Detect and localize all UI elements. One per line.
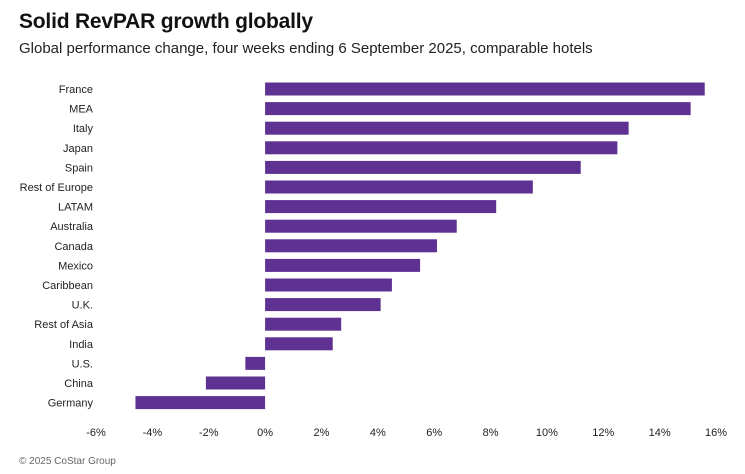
x-tick-label: 8% [483, 427, 499, 439]
x-tick-label: 14% [649, 427, 671, 439]
bar-u-s [245, 356, 266, 370]
category-label-rest-of-europe: Rest of Europe [20, 182, 93, 194]
chart-subtitle: Global performance change, four weeks en… [19, 40, 593, 57]
x-axis-tick-labels: -6% -4% -2% 0% 2% 4% 6% 8% 10% 12% 14% 16% [86, 427, 727, 439]
category-label-france: France [59, 84, 93, 96]
x-tick-label: 10% [536, 427, 558, 439]
category-label-germany: Germany [48, 398, 94, 410]
bars-group [135, 82, 705, 410]
bar-u-k [265, 298, 381, 312]
category-label-canada: Canada [54, 241, 93, 253]
x-tick-label: 12% [592, 427, 614, 439]
x-tick-label: 16% [705, 427, 727, 439]
bar-italy [265, 121, 629, 135]
category-labels: France MEA Italy Japan Spain Rest of Europe LA… [20, 84, 94, 410]
category-label-mea: MEA [69, 104, 94, 116]
category-label-spain: Spain [65, 162, 93, 174]
bar-japan [265, 141, 618, 155]
x-tick-label: 4% [370, 427, 386, 439]
x-tick-label: -2% [199, 427, 219, 439]
bar-mexico [265, 258, 421, 272]
copyright-footer: © 2025 CoStar Group [19, 456, 116, 467]
category-label-australia: Australia [50, 221, 94, 233]
bar-india [265, 337, 333, 351]
category-label-japan: Japan [63, 143, 93, 155]
category-label-italy: Italy [73, 123, 94, 135]
x-tick-label: 2% [314, 427, 330, 439]
x-tick-label: -4% [143, 427, 163, 439]
x-tick-label: 6% [426, 427, 442, 439]
bar-china [205, 376, 266, 390]
bar-spain [265, 160, 581, 174]
category-label-india: India [69, 339, 94, 351]
bar-france [265, 82, 705, 96]
bar-rest-of-europe [265, 180, 533, 194]
x-tick-label: -6% [86, 427, 106, 439]
category-label-u-s: U.S. [72, 358, 93, 370]
category-label-rest-of-asia: Rest of Asia [34, 319, 94, 331]
chart-title: Solid RevPAR growth globally [19, 10, 313, 33]
category-label-caribbean: Caribbean [42, 280, 93, 292]
bar-canada [265, 239, 437, 253]
bar-mea [265, 102, 691, 116]
bar-latam [265, 200, 497, 214]
x-tick-label: 0% [257, 427, 273, 439]
category-label-mexico: Mexico [58, 260, 93, 272]
bar-rest-of-asia [265, 317, 342, 331]
category-label-latam: LATAM [58, 202, 93, 214]
bar-germany [135, 396, 266, 410]
category-label-china: China [64, 378, 94, 390]
category-label-u-k: U.K. [72, 300, 93, 312]
bar-australia [265, 219, 457, 233]
bar-caribbean [265, 278, 392, 292]
